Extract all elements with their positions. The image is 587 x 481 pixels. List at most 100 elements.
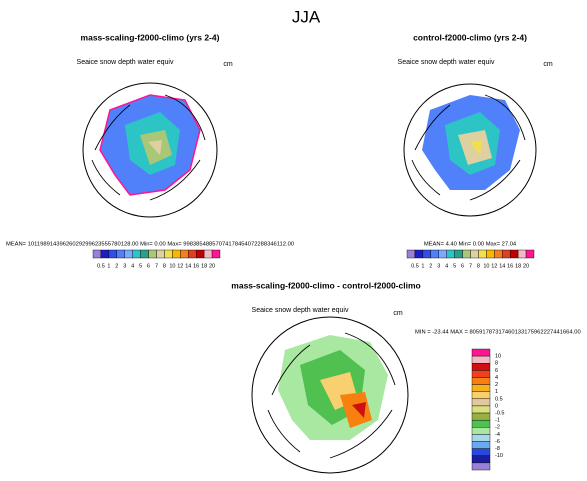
colorbar-label: 6 (147, 263, 150, 269)
colorbar-box (471, 448, 491, 456)
colorbar-label: 1 (495, 389, 498, 395)
colorbar-label: 2 (115, 263, 118, 269)
colorbar-box (502, 249, 511, 259)
stats: MIN = -23.44 MAX = 805917873174601331759… (415, 330, 581, 336)
colorbar-label: 6 (461, 263, 464, 269)
stats: MEAN= 10119891439626029299623555780128.0… (6, 242, 294, 248)
colorbar-box (140, 249, 149, 259)
panel-title: control-f2000-climo (yrs 2-4) (413, 32, 527, 42)
colorbar-label: 1 (107, 263, 110, 269)
map-field (267, 332, 396, 459)
colorbar-label: 18 (201, 263, 207, 269)
panel-title: mass-scaling-f2000-climo - control-f2000… (231, 280, 420, 290)
colorbar-label: 4 (445, 263, 448, 269)
colorbar-box (471, 398, 491, 407)
colorbar-box (156, 249, 165, 259)
colorbar-label: 18 (515, 263, 521, 269)
colorbar-box (471, 405, 491, 414)
colorbar-label: 4 (495, 375, 498, 381)
colorbar-label: -0.5 (495, 411, 504, 417)
colorbar-box (430, 249, 439, 259)
colorbar-box (446, 249, 455, 259)
colorbar-label: -10 (495, 453, 503, 459)
colorbar-label: 7 (469, 263, 472, 269)
season-title: JJA (292, 7, 321, 26)
colorbar-label: 14 (499, 263, 505, 269)
colorbar-box (471, 427, 491, 435)
colorbar-label: 16 (507, 263, 513, 269)
colorbar-label: 14 (185, 263, 191, 269)
colorbar-box (132, 249, 141, 259)
colorbar-label: 16 (193, 263, 199, 269)
variable-name: Seaice snow depth water equiv (77, 59, 174, 66)
variable-name: Seaice snow depth water equiv (398, 59, 495, 66)
colorbar-label: 3 (123, 263, 126, 269)
colorbar-box (471, 441, 491, 449)
colorbar-box (471, 391, 491, 400)
colorbar-box (471, 462, 491, 471)
colorbar-box (517, 249, 527, 259)
colorbar-label: 10 (495, 354, 501, 360)
colorbar-label: 7 (155, 263, 158, 269)
colorbar-box (471, 348, 491, 357)
colorbar-label: -6 (495, 439, 500, 445)
colorbar-box (471, 455, 491, 464)
colorbar-box (471, 355, 491, 364)
colorbar-label: 10 (169, 263, 175, 269)
colorbar-box (462, 249, 471, 259)
colorbar-box (471, 412, 491, 421)
colorbar-box (172, 249, 181, 259)
panel-title: mass-scaling-f2000-climo (yrs 2-4) (81, 32, 220, 42)
colorbar-label: 6 (495, 368, 498, 374)
colorbar-label: -2 (495, 425, 500, 431)
colorbar-box (148, 249, 157, 259)
colorbar-label: -1 (495, 418, 500, 424)
colorbar-label: 5 (139, 263, 142, 269)
stats: MEAN= 4.40 Min= 0.00 Max= 27.04 (424, 242, 517, 248)
colorbar-box (454, 249, 463, 259)
map-field (411, 94, 526, 201)
colorbar-box (470, 249, 479, 259)
colorbar-label: 8 (477, 263, 480, 269)
colorbar-box (438, 249, 447, 259)
colorbar-box (525, 249, 535, 259)
colorbar-label: 8 (163, 263, 166, 269)
colorbar-label: 2 (495, 382, 498, 388)
units: cm (223, 61, 233, 68)
colorbar-label: -4 (495, 432, 500, 438)
colorbar-label: 0.5 (97, 263, 105, 269)
colorbar-label: 20 (209, 263, 215, 269)
colorbar-label: 20 (523, 263, 529, 269)
colorbar-box (180, 249, 189, 259)
units: cm (393, 310, 403, 317)
colorbar-box (422, 249, 432, 259)
colorbar-box (195, 249, 205, 259)
colorbar-box (188, 249, 197, 259)
colorbar-box (92, 249, 102, 259)
colorbar-box (116, 249, 125, 259)
colorbar-box (471, 384, 491, 392)
colorbar-box (211, 249, 221, 259)
variable-name: Seaice snow depth water equiv (252, 307, 349, 314)
colorbar-box (108, 249, 118, 259)
colorbar-label: 8 (495, 361, 498, 367)
colorbar-box (100, 249, 110, 259)
colorbar-box (124, 249, 133, 259)
colorbar-label: 4 (131, 263, 134, 269)
colorbar-box (486, 249, 495, 259)
colorbar-box (471, 419, 491, 428)
colorbar-label: 3 (437, 263, 440, 269)
colorbar-box (414, 249, 424, 259)
map-field (91, 94, 206, 201)
colorbar-label: 12 (177, 263, 183, 269)
colorbar-label: 10 (483, 263, 489, 269)
colorbar-label: 1 (421, 263, 424, 269)
colorbar-label: 2 (429, 263, 432, 269)
colorbar-label: 12 (491, 263, 497, 269)
colorbar-label: 5 (453, 263, 456, 269)
colorbar-box (164, 249, 173, 259)
colorbar-box (509, 249, 519, 259)
units: cm (543, 61, 553, 68)
colorbar-label: 0.5 (495, 396, 503, 402)
